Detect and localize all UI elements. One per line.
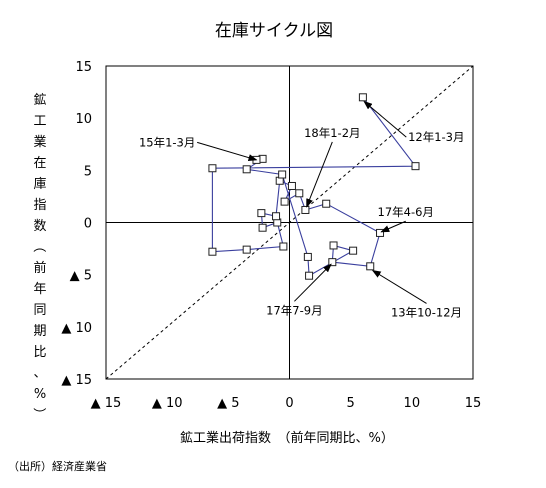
x-tick-label: 15 <box>465 396 482 411</box>
annotation-label: 13年10-12月 <box>391 305 462 319</box>
annotation-arrow <box>363 100 407 138</box>
annotation-arrow <box>371 269 427 304</box>
data-point <box>257 209 266 218</box>
x-tick-label: ▲ 10 <box>152 396 183 411</box>
annotation-label: 17年4-6月 <box>378 205 434 219</box>
data-point <box>287 181 296 190</box>
annotation-label: 18年1-2月 <box>304 126 360 140</box>
y-axis-title-char: 前 <box>33 260 46 276</box>
data-point <box>242 165 251 174</box>
x-tick-label: 10 <box>404 396 421 411</box>
y-tick-label: ▲ 5 <box>70 269 92 284</box>
annotation-label: 17年7-9月 <box>266 303 322 317</box>
data-point <box>301 205 310 214</box>
source-note: （出所）経済産業省 <box>8 459 107 473</box>
y-axis-title-char: 業 <box>33 134 46 150</box>
data-point <box>303 252 312 261</box>
y-axis-title-char: 庫 <box>33 177 46 192</box>
data-point <box>366 262 375 271</box>
chart-title: 在庫サイクル図 <box>215 21 333 41</box>
data-point <box>329 241 338 250</box>
data-point <box>208 164 217 173</box>
y-axis-title-char: 同 <box>33 303 46 318</box>
y-axis-title-char: 比 <box>33 345 46 360</box>
data-point <box>411 162 420 171</box>
y-axis-title-char: 期 <box>33 324 46 339</box>
x-tick-label: ▲ 15 <box>91 396 122 411</box>
y-axis-title-char: 、 <box>33 366 46 381</box>
x-tick-label: ▲ 5 <box>217 396 239 411</box>
data-point <box>279 242 288 251</box>
data-point <box>242 245 251 254</box>
x-axis-title: 鉱工業出荷指数 （前年同期比、%） <box>180 430 394 446</box>
y-tick-label: 5 <box>84 164 92 179</box>
y-axis-title-char: 在 <box>33 156 46 171</box>
data-point <box>280 197 289 206</box>
y-axis-title-char: 鉱 <box>33 92 46 108</box>
data-point <box>305 271 314 280</box>
y-axis-title-char: 年 <box>33 282 46 297</box>
x-tick-label: 5 <box>347 396 355 411</box>
data-point <box>208 247 217 256</box>
annotation-arrow <box>306 141 333 208</box>
x-tick-label: 0 <box>285 396 293 411</box>
y-tick-label: 10 <box>75 112 92 127</box>
y-axis-title-char: 指 <box>33 198 46 213</box>
data-point <box>295 189 304 198</box>
y-axis-title-char: % <box>34 387 46 402</box>
y-tick-label: 15 <box>75 60 92 75</box>
annotation-arrow <box>197 141 258 161</box>
y-tick-label: ▲ 10 <box>61 321 92 336</box>
data-point <box>328 258 337 267</box>
annotation-label: 15年1-3月 <box>139 135 195 149</box>
y-axis-title-char: 工 <box>33 114 46 129</box>
y-tick-label: 0 <box>84 217 92 232</box>
annotation-arrow <box>380 220 406 233</box>
data-point <box>358 93 367 102</box>
data-point <box>272 212 281 221</box>
diagonal-reference-line <box>105 65 474 380</box>
data-point <box>376 228 385 237</box>
data-point <box>278 170 287 179</box>
annotation-arrow <box>294 263 332 302</box>
annotation-label: 12年1-3月 <box>408 130 464 144</box>
y-axis-title-char: 数 <box>33 219 46 234</box>
y-tick-label: ▲ 15 <box>61 373 92 388</box>
data-point <box>349 246 358 255</box>
y-axis-title-char: ） <box>31 407 46 420</box>
data-point <box>258 223 267 232</box>
y-axis-title-char: （ <box>31 239 46 252</box>
data-point <box>322 199 331 208</box>
